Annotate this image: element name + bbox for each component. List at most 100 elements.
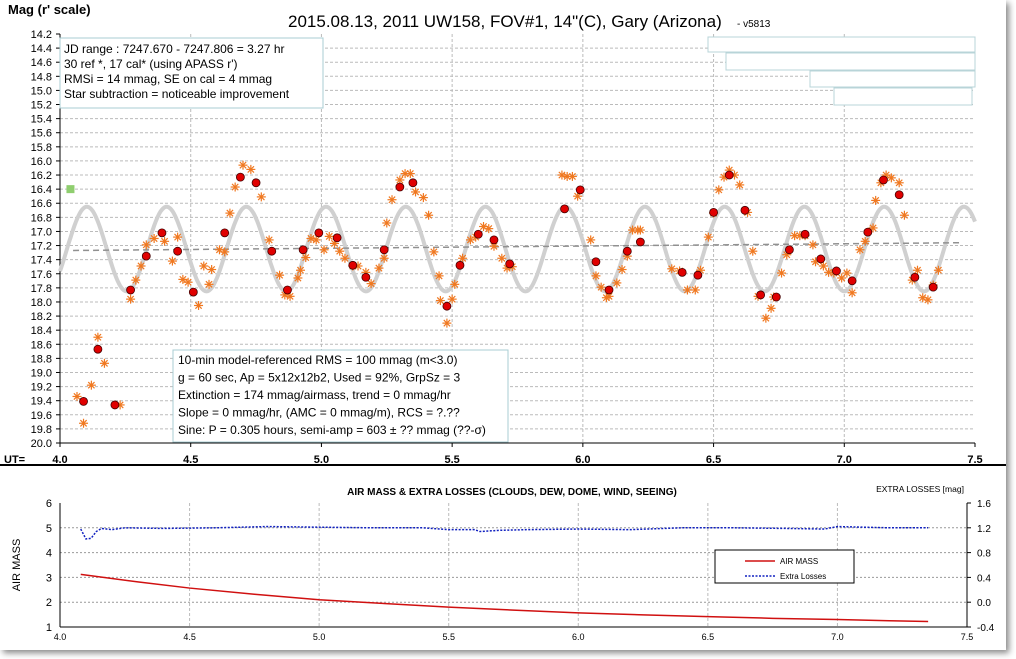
asterisk-point (136, 261, 146, 271)
asterisk-point (256, 192, 266, 202)
red-dot-point (800, 229, 810, 239)
asterisk-point (604, 291, 614, 301)
y-tick-label: 17.8 (31, 283, 52, 295)
y-tick-label: 16.2 (31, 170, 52, 182)
y-tick-label: 19.8 (31, 424, 52, 436)
stats-box-line: Slope = 0 mmag/hr, (AMC = 0 mmag/m), RCS… (178, 406, 460, 420)
red-dot-point (455, 260, 465, 270)
asterisk-point (311, 235, 321, 245)
asterisk-point (748, 246, 758, 256)
lower-x-tick-label: 4.5 (183, 632, 196, 642)
red-dot-point (157, 228, 167, 238)
asterisk-point (149, 234, 159, 243)
lower-x-tick-label: 4.0 (54, 632, 67, 642)
red-dot-point (141, 251, 151, 261)
empty-info-box (707, 36, 976, 53)
empty-info-box (725, 52, 976, 71)
stats-box-line: Sine: P = 0.305 hours, semi-amp = 603 ± … (178, 423, 486, 437)
info-box (59, 37, 324, 109)
extra-losses-line (80, 525, 929, 540)
red-dot-point (771, 292, 781, 302)
asterisk-point (411, 187, 421, 197)
y-tick-label: 16.4 (31, 184, 52, 196)
airmass-line (80, 573, 929, 623)
lower-y2-tick-label: 0.0 (977, 598, 991, 609)
red-dot-point (126, 285, 135, 295)
red-dot-point (188, 287, 198, 297)
red-dot-point (251, 178, 261, 188)
y-tick-label: 20.0 (31, 438, 52, 450)
chart-version: - v5813 (737, 19, 771, 30)
asterisk-point (596, 282, 606, 292)
y2-axis-label: EXTRA LOSSES [mag] (876, 484, 964, 494)
asterisk-point (264, 235, 274, 245)
asterisk-point (293, 273, 303, 283)
asterisk-point (777, 268, 787, 278)
red-dot-point (604, 285, 614, 295)
asterisk-point (199, 261, 209, 271)
red-dot-point (816, 254, 826, 264)
asterisk-point (382, 218, 392, 228)
red-dot-point (677, 267, 687, 277)
y-tick-label: 14.6 (31, 57, 52, 69)
y-tick-label: 16.6 (31, 198, 52, 210)
legend-airmass-label: AIR MASS (780, 557, 818, 566)
asterisk-point (682, 285, 692, 295)
lower-y2-tick-label: 0.8 (977, 549, 991, 560)
red-dot-point (110, 400, 120, 410)
y-tick-label: 18.0 (31, 297, 52, 309)
asterisk-point (808, 240, 818, 250)
asterisk-point (761, 313, 771, 323)
asterisk-point (923, 295, 933, 305)
legend-box (714, 549, 855, 584)
asterisk-point (714, 185, 724, 195)
lower-y2-tick-label: -0.4 (977, 623, 995, 634)
asterisk-point (837, 273, 847, 283)
asterisk-point (324, 231, 334, 241)
lower-y2-tick-label: 1.6 (977, 499, 991, 510)
asterisk-point (238, 160, 248, 170)
y-tick-label: 18.4 (31, 325, 52, 337)
asterisk-point (591, 271, 601, 281)
y-tick-label: 19.2 (31, 382, 52, 394)
asterisk-point (225, 208, 235, 218)
asterisk-point (886, 173, 896, 183)
asterisk-point (435, 296, 445, 306)
asterisk-point (86, 380, 96, 390)
asterisk-point (72, 391, 82, 401)
y-tick-label: 14.4 (31, 43, 52, 55)
y-tick-label: 14.2 (31, 29, 52, 41)
y-tick-label: 19.4 (31, 396, 52, 408)
red-dot-point (622, 246, 632, 256)
lower-chart-title: AIR MASS & EXTRA LOSSES (CLOUDS, DEW, DO… (347, 487, 677, 498)
red-dot-point (283, 285, 292, 295)
lower-y-tick-label: 4 (46, 548, 52, 560)
y-tick-label: 19.0 (31, 367, 52, 379)
asterisk-point (246, 164, 256, 174)
y-tick-label: 18.2 (31, 311, 52, 323)
asterisk-point (366, 279, 376, 289)
y-tick-label: 16.8 (31, 212, 52, 224)
stats-box (172, 349, 509, 443)
y-tick-label: 15.4 (31, 114, 52, 126)
lower-x-tick-label: 7.0 (831, 632, 844, 642)
y-tick-label: 16.0 (31, 156, 52, 168)
green-square-marker (66, 185, 75, 194)
chart-window: Mag (r' scale) 2015.08.13, 2011 UW158, FO… (0, 2, 1006, 642)
asterisk-point (387, 195, 397, 205)
asterisk-point (912, 265, 922, 275)
asterisk-point (93, 332, 103, 342)
lower-x-tick-label: 7.5 (961, 632, 974, 642)
asterisk-point (301, 253, 311, 263)
asterisk-point (405, 169, 415, 179)
x-tick-label: 4.5 (183, 454, 198, 466)
x-tick-label: 4.0 (52, 454, 67, 466)
asterisk-point (418, 193, 428, 203)
red-dot-point (894, 190, 904, 200)
asterisk-point (484, 224, 494, 234)
asterisk-point (635, 225, 645, 235)
lower-y2-tick-label: 1.2 (977, 524, 991, 535)
lower-y-tick-label: 1 (46, 622, 52, 634)
y-tick-label: 18.8 (31, 353, 52, 365)
